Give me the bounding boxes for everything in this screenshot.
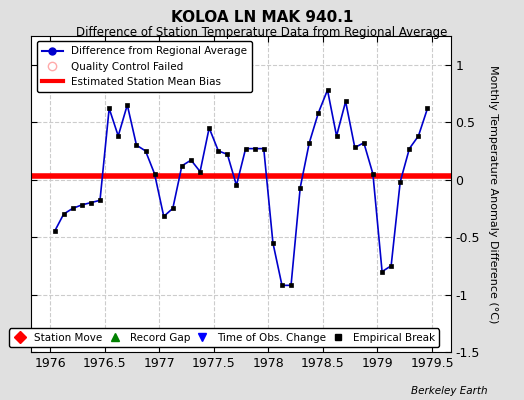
Text: Berkeley Earth: Berkeley Earth [411, 386, 487, 396]
Y-axis label: Monthly Temperature Anomaly Difference (°C): Monthly Temperature Anomaly Difference (… [488, 65, 498, 323]
Text: Difference of Station Temperature Data from Regional Average: Difference of Station Temperature Data f… [77, 26, 447, 39]
Text: KOLOA LN MAK 940.1: KOLOA LN MAK 940.1 [171, 10, 353, 25]
Legend: Station Move, Record Gap, Time of Obs. Change, Empirical Break: Station Move, Record Gap, Time of Obs. C… [9, 328, 439, 347]
